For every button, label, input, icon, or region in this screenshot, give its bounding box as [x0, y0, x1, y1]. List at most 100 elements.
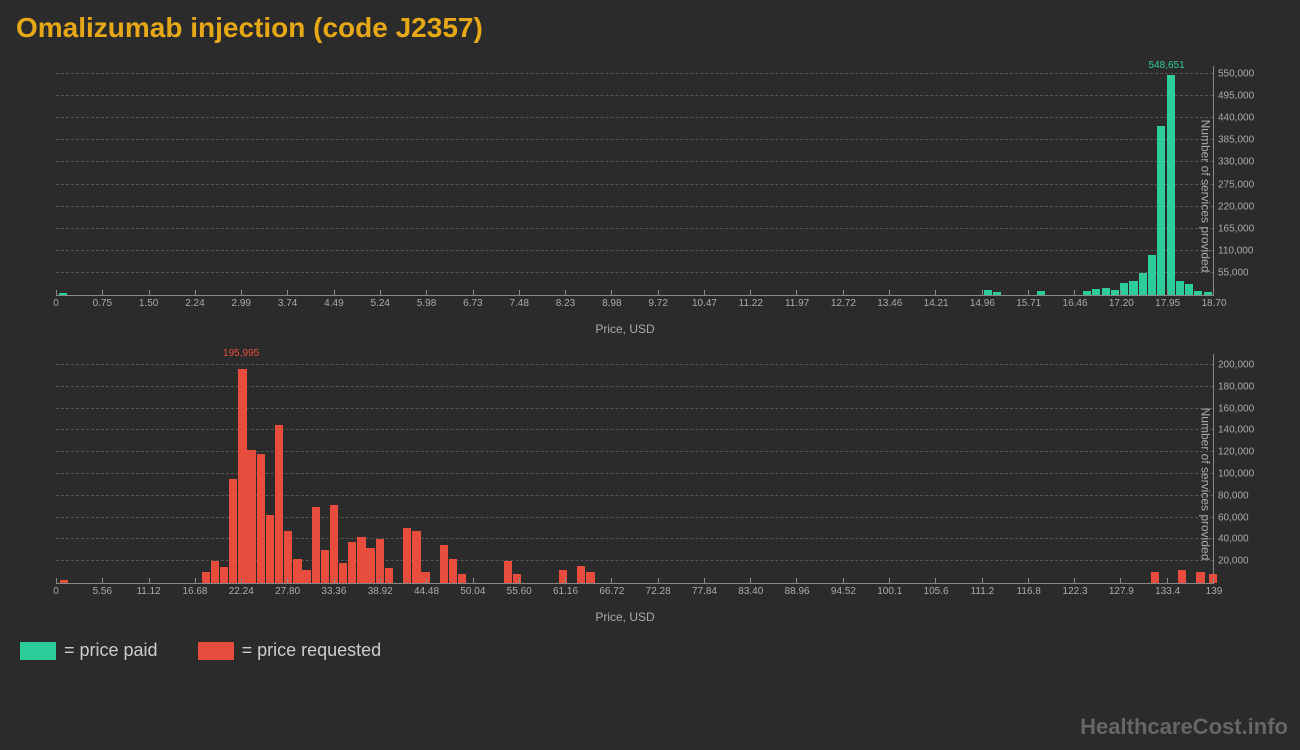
- chart2-plot: 195,995 20,00040,00060,00080,000100,0001…: [56, 354, 1214, 584]
- histogram-bar: [60, 580, 68, 583]
- x-tick-label: 12.72: [831, 298, 856, 309]
- chart2-x-label: Price, USD: [595, 610, 654, 624]
- histogram-bar: [211, 561, 219, 583]
- y-tick-label: 200,000: [1218, 359, 1263, 370]
- histogram-bar: [247, 450, 255, 583]
- histogram-bar: [59, 293, 67, 295]
- y-tick-label: 100,000: [1218, 468, 1263, 479]
- x-tick-label: 2.99: [232, 298, 251, 309]
- x-tick-label: 17.20: [1109, 298, 1134, 309]
- histogram-bar: [312, 507, 320, 583]
- watermark: HealthcareCost.info: [1080, 714, 1288, 740]
- x-tick-label: 0: [53, 586, 59, 597]
- y-tick-label: 60,000: [1218, 512, 1263, 523]
- histogram-bar: [284, 531, 292, 583]
- x-tick-label: 5.56: [93, 586, 112, 597]
- x-tick-label: 8.98: [602, 298, 621, 309]
- x-tick-label: 0.75: [93, 298, 112, 309]
- y-tick-label: 40,000: [1218, 534, 1263, 545]
- histogram-bar: [1194, 291, 1202, 295]
- x-tick-label: 72.28: [646, 586, 671, 597]
- histogram-bar: [1111, 290, 1119, 295]
- x-tick-label: 17.95: [1155, 298, 1180, 309]
- y-tick-label: 140,000: [1218, 425, 1263, 436]
- chart1-y-label: Number of services provided: [1199, 120, 1213, 273]
- x-tick-label: 133.4: [1155, 586, 1180, 597]
- histogram-bar: [266, 515, 274, 583]
- x-tick-label: 33.36: [321, 586, 346, 597]
- legend-paid: = price paid: [20, 640, 158, 661]
- x-tick-label: 4.49: [324, 298, 343, 309]
- x-tick-label: 83.40: [738, 586, 763, 597]
- histogram-bar: [1196, 572, 1204, 583]
- legend-requested-label: = price requested: [242, 640, 382, 661]
- chart2-y-label: Number of services provided: [1199, 408, 1213, 561]
- histogram-bar: [1037, 291, 1045, 295]
- histogram-bar: [412, 531, 420, 583]
- legend-requested: = price requested: [198, 640, 382, 661]
- x-tick-label: 55.60: [507, 586, 532, 597]
- histogram-bar: [348, 542, 356, 583]
- x-tick-label: 5.24: [371, 298, 390, 309]
- x-tick-label: 5.98: [417, 298, 436, 309]
- x-tick-label: 88.96: [785, 586, 810, 597]
- page-title: Omalizumab injection (code J2357): [0, 0, 1300, 48]
- histogram-bar: [357, 537, 365, 583]
- histogram-bar: [586, 572, 594, 583]
- histogram-bar: [229, 479, 237, 583]
- x-tick-label: 77.84: [692, 586, 717, 597]
- chart1-peak-label: 548,651: [1149, 60, 1185, 71]
- chart2-peak-label: 195,995: [223, 348, 259, 359]
- x-tick-label: 3.74: [278, 298, 297, 309]
- x-tick-label: 16.68: [182, 586, 207, 597]
- histogram-bar: [257, 454, 265, 583]
- y-tick-label: 220,000: [1218, 201, 1263, 212]
- x-tick-label: 22.24: [229, 586, 254, 597]
- x-tick-label: 9.72: [648, 298, 667, 309]
- x-tick-label: 61.16: [553, 586, 578, 597]
- histogram-bar: [220, 567, 228, 583]
- x-tick-label: 10.47: [692, 298, 717, 309]
- histogram-bar: [440, 545, 448, 583]
- y-tick-label: 275,000: [1218, 179, 1263, 190]
- chart2-x-axis: 05.5611.1216.6822.2427.8033.3638.9244.48…: [56, 586, 1214, 606]
- y-tick-label: 440,000: [1218, 113, 1263, 124]
- histogram-bar: [449, 559, 457, 583]
- histogram-bar: [339, 563, 347, 583]
- x-tick-label: 100.1: [877, 586, 902, 597]
- x-tick-label: 122.3: [1063, 586, 1088, 597]
- x-tick-label: 15.71: [1016, 298, 1041, 309]
- histogram-bar: [504, 561, 512, 583]
- legend-paid-swatch: [20, 642, 56, 660]
- y-tick-label: 180,000: [1218, 381, 1263, 392]
- histogram-bar: [1148, 255, 1156, 295]
- histogram-bar: [1151, 572, 1159, 583]
- x-tick-label: 116.8: [1017, 586, 1041, 597]
- x-tick-label: 7.48: [509, 298, 528, 309]
- y-tick-label: 55,000: [1218, 267, 1263, 278]
- histogram-bar: [1102, 288, 1110, 295]
- x-tick-label: 139: [1206, 586, 1223, 597]
- y-tick-label: 160,000: [1218, 403, 1263, 414]
- y-tick-label: 330,000: [1218, 157, 1263, 168]
- x-tick-label: 50.04: [460, 586, 485, 597]
- x-tick-label: 14.21: [924, 298, 949, 309]
- y-tick-label: 80,000: [1218, 490, 1263, 501]
- histogram-bar: [1176, 281, 1184, 295]
- histogram-bar: [984, 290, 992, 295]
- x-tick-label: 94.52: [831, 586, 856, 597]
- histogram-bar: [458, 574, 466, 583]
- histogram-bar: [403, 528, 411, 583]
- histogram-bar: [302, 570, 310, 583]
- chart-requested: 195,995 20,00040,00060,00080,000100,0001…: [16, 344, 1284, 624]
- x-tick-label: 6.73: [463, 298, 482, 309]
- histogram-bar: [1139, 273, 1147, 295]
- x-tick-label: 14.96: [970, 298, 995, 309]
- x-tick-label: 105.6: [924, 586, 949, 597]
- histogram-bar: [321, 550, 329, 583]
- x-tick-label: 1.50: [139, 298, 158, 309]
- x-tick-label: 8.23: [556, 298, 575, 309]
- y-tick-label: 120,000: [1218, 447, 1263, 458]
- x-tick-label: 13.46: [877, 298, 902, 309]
- histogram-bar: [1092, 289, 1100, 295]
